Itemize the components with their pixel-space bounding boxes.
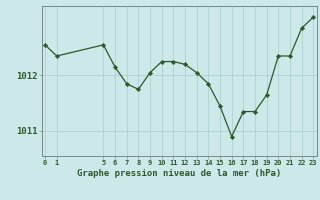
- X-axis label: Graphe pression niveau de la mer (hPa): Graphe pression niveau de la mer (hPa): [77, 169, 281, 178]
